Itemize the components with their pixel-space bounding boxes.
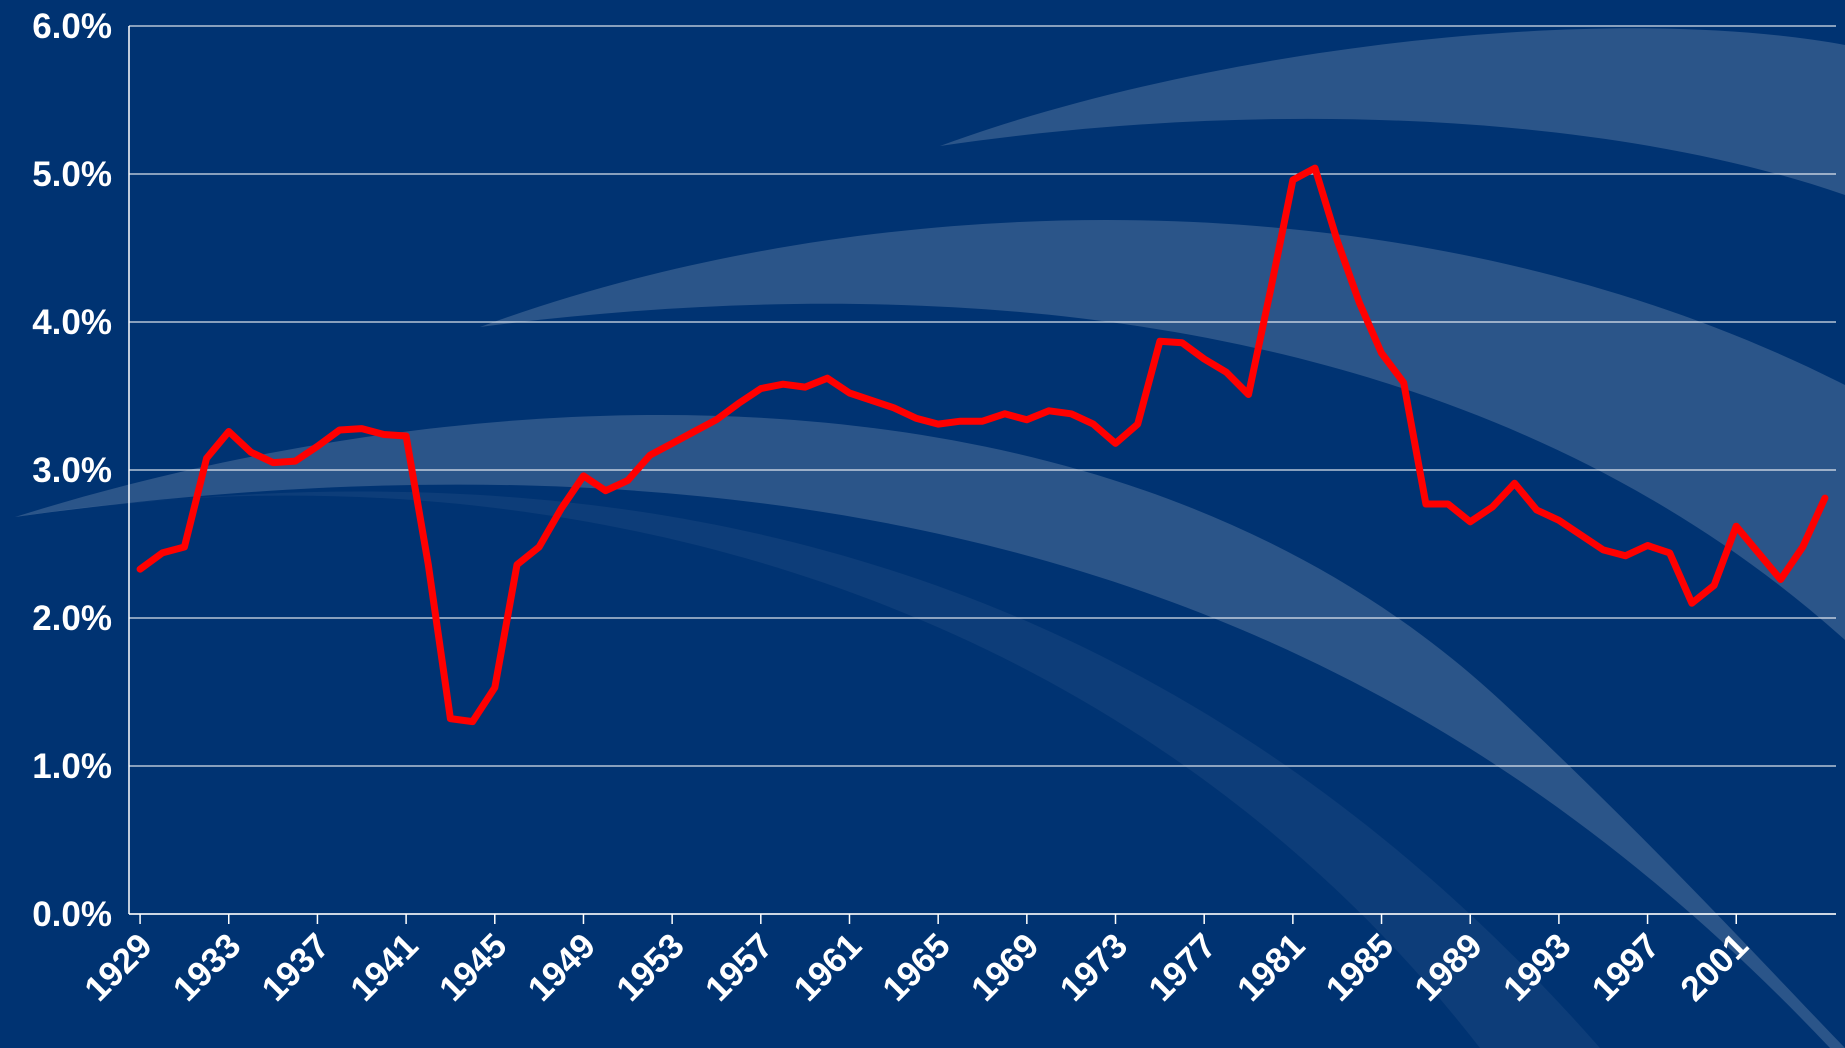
y-tick-label: 1.0% <box>32 747 112 786</box>
y-tick-label: 0.0% <box>32 895 112 934</box>
y-tick-label: 2.0% <box>32 599 112 638</box>
y-tick-label: 3.0% <box>32 451 112 490</box>
y-tick-label: 5.0% <box>32 155 112 194</box>
y-tick-label: 6.0% <box>32 7 112 46</box>
y-tick-label: 4.0% <box>32 303 112 342</box>
chart: 0.0%1.0%2.0%3.0%4.0%5.0%6.0%192919331937… <box>0 0 1845 1048</box>
page: 0.0%1.0%2.0%3.0%4.0%5.0%6.0%192919331937… <box>0 0 1845 1048</box>
